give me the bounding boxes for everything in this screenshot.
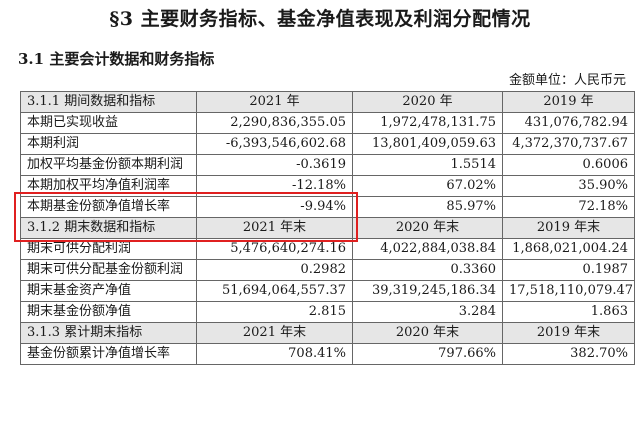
- value-cell: 5,476,640,274.16: [196, 238, 353, 260]
- header-cell: 3.1.3 累计期末指标: [20, 322, 197, 344]
- value-cell: -6,393,546,602.68: [196, 133, 353, 155]
- row-label: 期末基金资产净值: [20, 280, 197, 302]
- section-title: §3 主要财务指标、基金净值表现及利润分配情况: [109, 8, 531, 30]
- value-cell: 17,518,110,079.47: [502, 280, 635, 302]
- row-label: 本期基金份额净值增长率: [20, 196, 197, 218]
- value-cell: 708.41%: [196, 343, 353, 365]
- value-cell: 3.284: [352, 301, 503, 323]
- row-label: 本期加权平均净值利润率: [20, 175, 197, 197]
- row-label: 期末可供分配利润: [20, 238, 197, 260]
- value-cell: 1.5514: [352, 154, 503, 176]
- header-cell: 2020 年末: [352, 217, 503, 239]
- row-label: 期末可供分配基金份额利润: [20, 259, 197, 281]
- table-row: 期末基金资产净值 51,694,064,557.37 39,319,245,18…: [20, 280, 635, 302]
- header-cell: 2020 年末: [352, 322, 503, 344]
- value-cell: 72.18%: [502, 196, 635, 218]
- value-cell: 0.3360: [352, 259, 503, 281]
- header-cell: 2021 年: [196, 91, 353, 113]
- value-cell: 2,290,836,355.05: [196, 112, 353, 134]
- value-cell: 1,868,021,004.24: [502, 238, 635, 260]
- row-label: 本期已实现收益: [20, 112, 197, 134]
- header-cell: 2021 年末: [196, 322, 353, 344]
- row-label: 本期利润: [20, 133, 197, 155]
- row-label: 基金份额累计净值增长率: [20, 343, 197, 365]
- value-cell: 0.1987: [502, 259, 635, 281]
- unit-label: 金额单位：人民币元: [508, 73, 626, 88]
- value-cell: 1.863: [502, 301, 635, 323]
- value-cell: -0.3619: [196, 154, 353, 176]
- header-cell: 2019 年末: [502, 217, 635, 239]
- header-cell: 3.1.2 期末数据和指标: [20, 217, 197, 239]
- table-row: 基金份额累计净值增长率 708.41% 797.66% 382.70%: [20, 343, 635, 365]
- value-cell: 67.02%: [352, 175, 503, 197]
- row-label: 期末基金份额净值: [20, 301, 197, 323]
- value-cell: 51,694,064,557.37: [196, 280, 353, 302]
- value-cell: 85.97%: [352, 196, 503, 218]
- value-cell: 13,801,409,059.63: [352, 133, 503, 155]
- value-cell: 0.6006: [502, 154, 635, 176]
- table-row: 本期利润 -6,393,546,602.68 13,801,409,059.63…: [20, 133, 635, 155]
- table-header-row: 3.1.3 累计期末指标 2021 年末 2020 年末 2019 年末: [20, 322, 635, 344]
- value-cell: 431,076,782.94: [502, 112, 635, 134]
- value-cell: 797.66%: [352, 343, 503, 365]
- table-row: 期末基金份额净值 2.815 3.284 1.863: [20, 301, 635, 323]
- financial-indicators-table: 3.1.1 期间数据和指标 2021 年 2020 年 2019 年 本期已实现…: [20, 91, 635, 365]
- table-row: 本期加权平均净值利润率 -12.18% 67.02% 35.90%: [20, 175, 635, 197]
- value-cell: 35.90%: [502, 175, 635, 197]
- header-cell: 2019 年末: [502, 322, 635, 344]
- value-cell: 2.815: [196, 301, 353, 323]
- value-cell: 382.70%: [502, 343, 635, 365]
- value-cell: 4,022,884,038.84: [352, 238, 503, 260]
- table-row: 本期已实现收益 2,290,836,355.05 1,972,478,131.7…: [20, 112, 635, 134]
- table-row: 期末可供分配基金份额利润 0.2982 0.3360 0.1987: [20, 259, 635, 281]
- table-row: 本期基金份额净值增长率 -9.94% 85.97% 72.18%: [20, 196, 635, 218]
- table-row: 期末可供分配利润 5,476,640,274.16 4,022,884,038.…: [20, 238, 635, 260]
- table-header-row: 3.1.2 期末数据和指标 2021 年末 2020 年末 2019 年末: [20, 217, 635, 239]
- row-label: 加权平均基金份额本期利润: [20, 154, 197, 176]
- table-row: 加权平均基金份额本期利润 -0.3619 1.5514 0.6006: [20, 154, 635, 176]
- value-cell: 0.2982: [196, 259, 353, 281]
- value-cell: 4,372,370,737.67: [502, 133, 635, 155]
- header-cell: 2019 年: [502, 91, 635, 113]
- value-cell: -9.94%: [196, 196, 353, 218]
- value-cell: -12.18%: [196, 175, 353, 197]
- value-cell: 1,972,478,131.75: [352, 112, 503, 134]
- table-header-row: 3.1.1 期间数据和指标 2021 年 2020 年 2019 年: [20, 91, 635, 113]
- header-cell: 2021 年末: [196, 217, 353, 239]
- subsection-title: 3.1 主要会计数据和财务指标: [18, 50, 215, 68]
- header-cell: 3.1.1 期间数据和指标: [20, 91, 197, 113]
- header-cell: 2020 年: [352, 91, 503, 113]
- value-cell: 39,319,245,186.34: [352, 280, 503, 302]
